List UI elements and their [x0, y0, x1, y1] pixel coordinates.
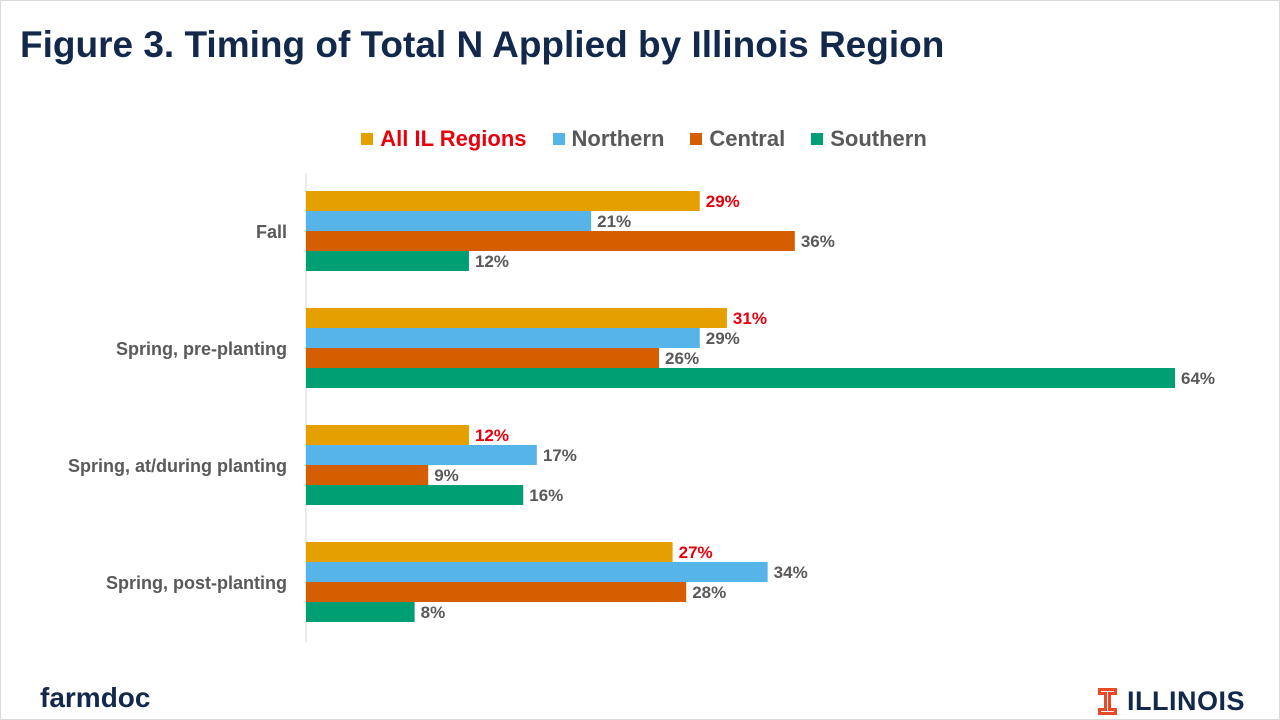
data-label-southern: 16%: [529, 486, 563, 505]
chart-legend: All IL Regions Northern Central Southern: [0, 126, 1280, 152]
category-label: Spring, post-planting: [106, 573, 287, 593]
block-i-icon: [1098, 688, 1117, 715]
legend-item-central: Central: [690, 126, 785, 152]
farmdoc-logo: farmdoc: [40, 682, 151, 713]
bar-central: [306, 465, 429, 485]
legend-item-northern: Northern: [552, 126, 665, 152]
data-label-southern: 8%: [421, 603, 446, 622]
bar-southern: [306, 602, 415, 622]
data-label-central: 36%: [801, 232, 835, 251]
legend-swatch-southern: [811, 133, 824, 145]
data-label-central: 9%: [434, 466, 459, 485]
bar-central: [306, 348, 660, 368]
legend-swatch-northern: [552, 133, 565, 145]
legend-label-all-il: All IL Regions: [380, 126, 527, 151]
data-label-northern: 21%: [597, 212, 631, 231]
bar-all-il: [306, 425, 469, 445]
data-label-all-il: 27%: [679, 543, 713, 562]
bar-all-il: [306, 308, 727, 328]
illinois-wordmark: ILLINOIS: [1127, 686, 1245, 716]
bar-northern: [306, 328, 700, 348]
bar-northern: [306, 445, 537, 465]
legend-swatch-all-il: [361, 133, 374, 145]
chart-title: Figure 3. Timing of Total N Applied by I…: [20, 24, 945, 65]
bar-northern: [306, 562, 768, 582]
category-label: Spring, pre-planting: [116, 339, 287, 359]
bar-southern: [306, 485, 524, 505]
legend-item-all-il: All IL Regions: [361, 126, 527, 152]
data-label-all-il: 12%: [475, 426, 509, 445]
data-label-southern: 12%: [475, 252, 509, 271]
category-label: Spring, at/during planting: [68, 456, 287, 476]
data-label-central: 26%: [665, 349, 699, 368]
bar-southern: [306, 251, 469, 271]
data-label-northern: 34%: [774, 563, 808, 582]
data-label-northern: 29%: [706, 329, 740, 348]
legend-item-southern: Southern: [811, 126, 927, 152]
bar-northern: [306, 211, 592, 231]
legend-label-northern: Northern: [571, 126, 665, 151]
legend-swatch-central: [690, 133, 703, 145]
illinois-brand: ILLINOIS: [1098, 686, 1245, 717]
data-label-all-il: 31%: [733, 309, 767, 328]
data-label-all-il: 29%: [706, 192, 740, 211]
bar-central: [306, 231, 795, 251]
bar-southern: [306, 368, 1175, 388]
category-label: Fall: [256, 222, 287, 242]
bar-central: [306, 582, 687, 602]
legend-label-southern: Southern: [830, 126, 927, 151]
legend-label-central: Central: [709, 126, 786, 151]
data-label-southern: 64%: [1181, 369, 1215, 388]
data-label-northern: 17%: [543, 446, 577, 465]
data-label-central: 28%: [692, 583, 726, 602]
bar-all-il: [306, 191, 700, 211]
bar-all-il: [306, 542, 673, 562]
